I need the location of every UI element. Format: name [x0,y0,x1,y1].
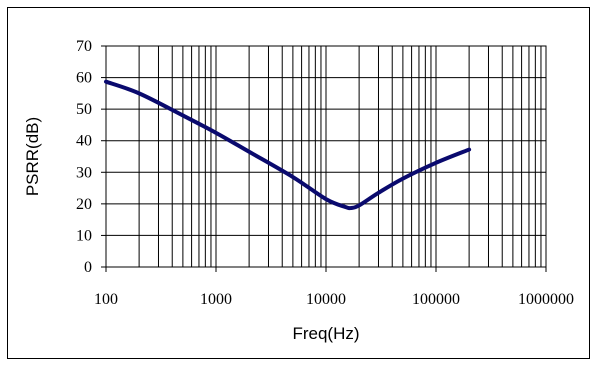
y-tick-label: 30 [76,164,92,181]
x-tick-label: 1000000 [518,291,574,308]
x-axis-title: Freq(Hz) [292,324,359,343]
y-tick-label: 20 [76,196,92,213]
x-tick-label: 100 [94,291,118,308]
y-tick-label: 50 [76,101,92,118]
y-tick-label: 60 [76,70,92,87]
x-tick-label: 1000 [200,291,232,308]
x-tick-label: 10000 [306,291,346,308]
psrr-series-line [104,79,472,211]
vertical-gridlines [138,46,542,267]
y-tick-label: 40 [76,133,92,150]
y-tick-labels: 0 10 20 30 40 50 60 70 [76,38,106,276]
y-tick-label: 70 [76,38,92,55]
x-tick-label: 100000 [412,291,460,308]
y-axis-title: PSRR(dB) [23,117,42,196]
y-tick-label: 0 [84,259,92,276]
series-layer [104,79,472,211]
x-tick-labels: 100 1000 10000 100000 1000000 [94,267,574,308]
horizontal-gridlines [106,77,546,236]
y-tick-label: 10 [76,227,92,244]
